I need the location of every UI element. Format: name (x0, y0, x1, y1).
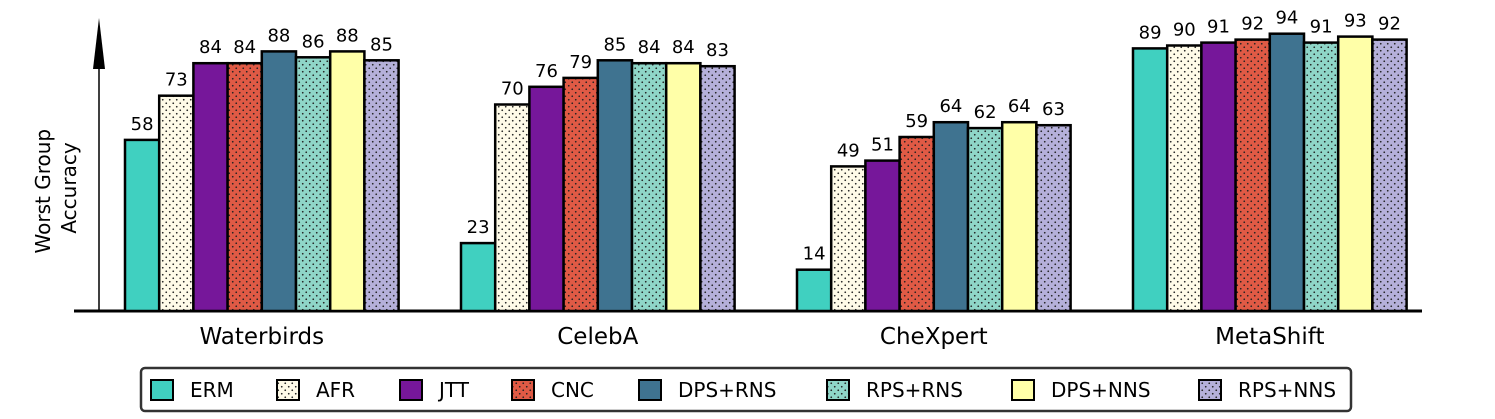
value-label-celeba-rps-nns: 83 (706, 40, 729, 61)
legend-swatch-dps-nns (1011, 379, 1035, 401)
value-label-metashift-afr: 90 (1173, 20, 1196, 41)
bar-chexpert-cnc (898, 135, 936, 313)
bar-metashift-rps-nns (1371, 38, 1408, 313)
legend-label-dps-rns: DPS+RNS (678, 378, 776, 402)
value-label-metashift-rps-nns: 92 (1378, 14, 1401, 35)
value-label-chexpert-rps-nns: 63 (1042, 99, 1065, 120)
x-tick-label-metashift: MetaShift (1215, 324, 1324, 350)
value-label-metashift-erm: 89 (1139, 22, 1162, 43)
legend-label-erm: ERM (190, 378, 234, 402)
bar-chexpert-dps-rns (932, 120, 970, 313)
legend-box (139, 366, 1353, 413)
value-label-chexpert-rps-rns: 62 (974, 102, 997, 123)
x-tick-label-waterbirds: Waterbirds (199, 324, 324, 350)
legend-label-jtt: JTT (437, 378, 470, 402)
bar-waterbirds-erm (123, 138, 161, 313)
value-label-chexpert-dps-nns: 64 (1008, 96, 1031, 117)
value-label-metashift-cnc: 92 (1241, 14, 1264, 35)
bar-waterbirds-dps-nns (328, 50, 366, 313)
legend-label-rps-rns: RPS+RNS (866, 378, 963, 402)
value-label-chexpert-afr: 49 (837, 140, 860, 161)
bar-metashift-dps-rns (1268, 32, 1306, 313)
bar-celeba-erm (459, 241, 497, 313)
value-label-celeba-rps-rns: 84 (638, 37, 661, 58)
bar-celeba-rps-rns (630, 61, 668, 313)
value-label-chexpert-cnc: 59 (905, 111, 928, 132)
value-label-metashift-dps-rns: 94 (1275, 8, 1298, 29)
value-label-metashift-jtt: 91 (1207, 17, 1230, 38)
legend-label-rps-nns: RPS+NNS (1238, 378, 1336, 402)
bars (123, 32, 1408, 313)
value-labels: 58 73 84 84 88 86 88 85 23 70 76 79 85 84 84 83 14 49 51 59… (131, 8, 1401, 265)
value-label-chexpert-jtt: 51 (871, 135, 894, 156)
x-tick-labels: Waterbirds CelebA CheXpert MetaShift (199, 324, 1324, 350)
x-tick-label-celeba: CelebA (557, 324, 638, 350)
bar-celeba-rps-nns (699, 64, 736, 313)
value-label-celeba-afr: 70 (501, 79, 524, 100)
bar-metashift-afr (1165, 44, 1203, 313)
bar-waterbirds-afr (157, 94, 195, 313)
legend-swatch-erm (150, 379, 174, 401)
bar-celeba-cnc (562, 76, 600, 313)
y-axis-label-line-1: Worst Group (31, 129, 55, 254)
value-label-celeba-erm: 23 (467, 217, 490, 238)
value-label-waterbirds-jtt: 84 (199, 37, 222, 58)
value-label-waterbirds-dps-nns: 88 (336, 25, 359, 46)
bar-metashift-jtt (1200, 41, 1237, 313)
value-label-waterbirds-erm: 58 (131, 114, 154, 135)
bar-celeba-dps-nns (664, 61, 702, 313)
value-label-celeba-jtt: 76 (535, 61, 558, 82)
value-label-metashift-dps-nns: 93 (1344, 11, 1367, 32)
legend-swatch-afr (276, 379, 300, 401)
bar-celeba-dps-rns (596, 59, 634, 313)
y-axis-arrow (93, 18, 105, 69)
bar-metashift-rps-rns (1302, 41, 1340, 313)
bar-waterbirds-jtt (192, 61, 229, 313)
y-axis-label: Worst Group Accuracy (31, 123, 81, 254)
y-axis-label-line-2: Accuracy (57, 142, 81, 233)
bar-waterbirds-rps-nns (363, 59, 400, 313)
bar-chexpert-erm (795, 268, 833, 313)
legend-label-afr: AFR (316, 378, 355, 402)
bar-chexpert-dps-nns (1000, 120, 1038, 313)
bar-celeba-jtt (528, 85, 565, 313)
legend-swatch-rps-rns (826, 379, 850, 401)
bar-waterbirds-cnc (226, 61, 264, 313)
value-label-metashift-rps-rns: 91 (1310, 17, 1333, 38)
value-label-waterbirds-afr: 73 (165, 70, 188, 91)
bar-celeba-afr (493, 103, 531, 313)
value-label-waterbirds-cnc: 84 (233, 37, 256, 58)
bar-chexpert-jtt (864, 159, 901, 313)
value-label-chexpert-dps-rns: 64 (939, 96, 962, 117)
value-label-waterbirds-dps-rns: 88 (267, 25, 290, 46)
bar-chexpert-afr (829, 165, 867, 313)
bar-metashift-dps-nns (1336, 35, 1374, 313)
legend-label-dps-nns: DPS+NNS (1051, 378, 1151, 402)
legend-swatch-jtt (399, 379, 423, 401)
bar-metashift-erm (1131, 47, 1169, 313)
x-tick-label-chexpert: CheXpert (880, 324, 988, 350)
value-label-celeba-cnc: 79 (569, 52, 592, 73)
bar-chexpert-rps-rns (966, 126, 1004, 313)
value-label-waterbirds-rps-nns: 85 (370, 34, 393, 55)
legend-swatch-cnc (511, 379, 535, 401)
value-label-celeba-dps-nns: 84 (672, 37, 695, 58)
legend-swatch-dps-rns (638, 379, 662, 401)
legend-swatch-rps-nns (1198, 379, 1222, 401)
bar-metashift-cnc (1234, 38, 1272, 313)
legend: ERM AFR JTT CNC DPS+RNS RPS+RNS DPS+NNS RPS+NNS (139, 366, 1353, 413)
bar-waterbirds-rps-rns (294, 56, 332, 313)
value-label-waterbirds-rps-rns: 86 (302, 31, 325, 52)
legend-label-cnc: CNC (551, 378, 594, 402)
value-label-celeba-dps-rns: 85 (603, 34, 626, 55)
value-label-chexpert-erm: 14 (803, 244, 826, 265)
bar-waterbirds-dps-rns (260, 50, 298, 313)
bar-chexpert-rps-nns (1035, 123, 1072, 313)
